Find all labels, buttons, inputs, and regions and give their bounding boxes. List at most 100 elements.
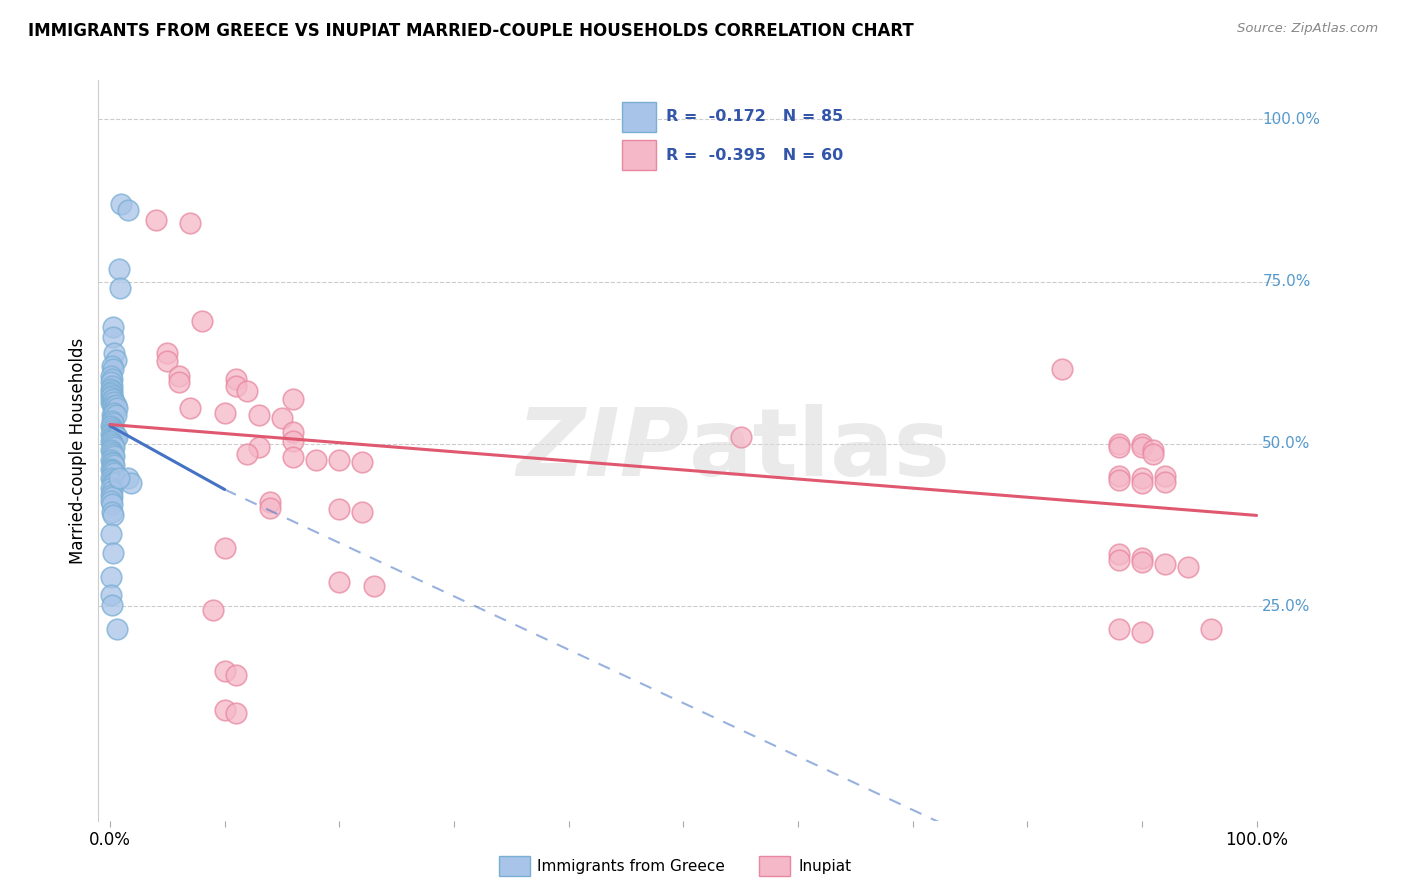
Point xyxy=(105,622,128,636)
Point xyxy=(103,457,125,471)
Point xyxy=(101,598,124,612)
Point xyxy=(1153,557,1175,571)
Point xyxy=(100,434,122,448)
Point xyxy=(730,430,752,444)
Point xyxy=(101,378,124,392)
Point xyxy=(108,281,131,295)
Point xyxy=(100,494,122,508)
Point xyxy=(283,392,305,406)
Text: 25.0%: 25.0% xyxy=(1263,599,1310,614)
Point xyxy=(101,473,124,487)
Point xyxy=(259,495,281,509)
Text: 100.0%: 100.0% xyxy=(1263,112,1320,127)
Text: Source: ZipAtlas.com: Source: ZipAtlas.com xyxy=(1237,22,1378,36)
Point xyxy=(100,526,122,541)
Point xyxy=(101,388,124,402)
Point xyxy=(104,409,127,423)
Point xyxy=(104,352,127,367)
Point xyxy=(103,346,125,360)
Point xyxy=(100,461,122,475)
Point xyxy=(190,313,212,327)
Point xyxy=(103,475,125,489)
Point xyxy=(1130,471,1153,485)
Point xyxy=(103,362,125,376)
Y-axis label: Married-couple Households: Married-couple Households xyxy=(69,337,87,564)
Point xyxy=(167,376,190,390)
Point xyxy=(1177,560,1199,574)
Point xyxy=(1130,555,1153,569)
Point xyxy=(1153,475,1175,489)
Point xyxy=(225,667,247,681)
Point xyxy=(179,216,201,230)
Point xyxy=(225,706,247,721)
Point xyxy=(101,392,124,407)
Point xyxy=(328,502,350,516)
Point xyxy=(214,406,236,420)
Point xyxy=(236,447,259,461)
Point xyxy=(110,196,132,211)
Point xyxy=(103,440,125,454)
Point xyxy=(101,429,124,443)
Point xyxy=(103,320,125,334)
Point xyxy=(1108,547,1130,561)
Point xyxy=(100,394,122,409)
Point xyxy=(103,394,125,409)
Text: IMMIGRANTS FROM GREECE VS INUPIAT MARRIED-COUPLE HOUSEHOLDS CORRELATION CHART: IMMIGRANTS FROM GREECE VS INUPIAT MARRIE… xyxy=(28,22,914,40)
Point xyxy=(103,438,125,452)
Point xyxy=(101,397,124,411)
Point xyxy=(100,382,122,396)
Point xyxy=(103,416,125,430)
Point xyxy=(103,425,125,440)
Point xyxy=(103,508,125,523)
Point xyxy=(100,570,122,584)
Point xyxy=(328,453,350,467)
Point xyxy=(101,483,124,498)
Point xyxy=(247,408,270,422)
Point xyxy=(145,213,167,227)
Point xyxy=(100,386,122,401)
Text: R =  -0.172   N = 85: R = -0.172 N = 85 xyxy=(666,110,844,125)
Point xyxy=(103,464,125,478)
Point xyxy=(283,434,305,448)
Point xyxy=(202,602,225,616)
Point xyxy=(120,475,142,490)
Point xyxy=(103,392,125,406)
Point xyxy=(1142,447,1164,461)
Point xyxy=(363,578,385,592)
Point xyxy=(101,444,124,458)
Point xyxy=(103,475,125,490)
Point xyxy=(225,378,247,392)
Point xyxy=(100,588,122,602)
Point xyxy=(179,401,201,416)
Point xyxy=(103,447,125,461)
Point xyxy=(117,471,139,485)
Text: R =  -0.395   N = 60: R = -0.395 N = 60 xyxy=(666,147,844,162)
Point xyxy=(328,574,350,589)
Point xyxy=(1130,550,1153,565)
Point xyxy=(103,423,125,437)
Point xyxy=(225,372,247,386)
Text: Immigrants from Greece: Immigrants from Greece xyxy=(537,859,725,873)
Point xyxy=(214,665,236,679)
Point xyxy=(352,505,374,519)
Point xyxy=(108,471,131,485)
Point xyxy=(259,500,281,515)
Point xyxy=(101,384,124,398)
Point xyxy=(167,368,190,383)
Point xyxy=(1130,437,1153,451)
Point xyxy=(104,429,127,443)
Point xyxy=(101,414,124,428)
Point xyxy=(101,490,124,504)
Point xyxy=(100,390,122,404)
Point xyxy=(1199,622,1222,636)
Point xyxy=(100,376,122,390)
Text: atlas: atlas xyxy=(689,404,950,497)
Point xyxy=(101,359,124,373)
Point xyxy=(100,368,122,383)
Point xyxy=(100,427,122,442)
FancyBboxPatch shape xyxy=(621,140,655,169)
Point xyxy=(103,330,125,344)
Point xyxy=(103,432,125,446)
Point xyxy=(101,435,124,450)
Point xyxy=(283,425,305,440)
